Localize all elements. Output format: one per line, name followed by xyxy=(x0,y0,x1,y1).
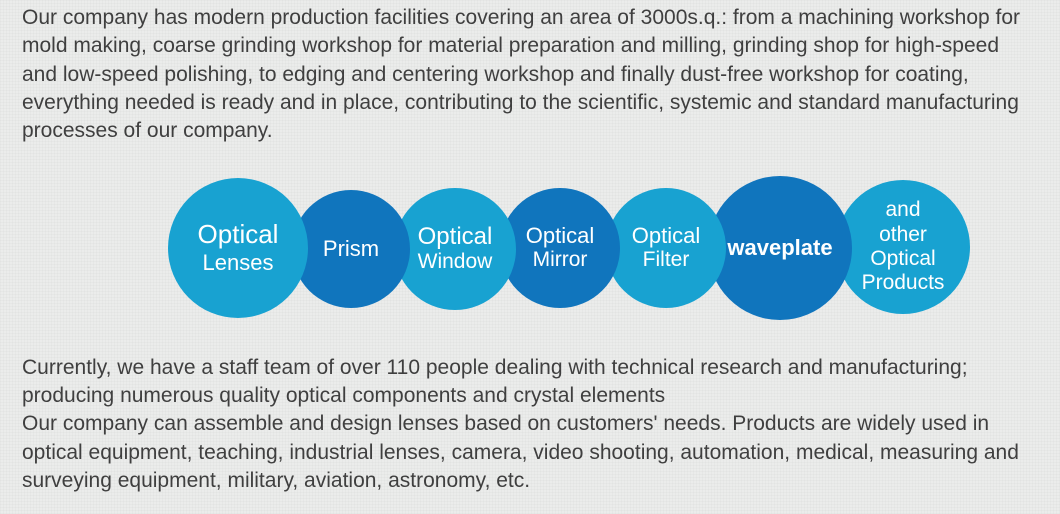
product-circle-5: waveplate xyxy=(708,176,852,320)
circle-label-line1: Prism xyxy=(323,236,379,261)
product-circle-3: OpticalMirror xyxy=(500,188,620,308)
product-circle-0: OpticalLenses xyxy=(168,178,308,318)
circle-label-line1: Optical xyxy=(526,223,594,248)
circle-label-line2: Lenses xyxy=(203,250,274,275)
product-circle-6: andotherOpticalProducts xyxy=(836,180,970,314)
circle-label-line2: Filter xyxy=(643,248,690,272)
circle-label-line2: Mirror xyxy=(533,248,588,272)
circle-label-line: Optical xyxy=(870,247,935,271)
circle-label-line: other xyxy=(879,223,927,247)
circle-label-line1: Optical xyxy=(418,223,493,251)
intro-paragraph: Our company has modern production facili… xyxy=(0,0,1060,146)
circle-label-line: and xyxy=(885,198,920,222)
product-circle-1: Prism xyxy=(292,190,410,308)
circle-label-line1: Optical xyxy=(198,220,279,250)
closing-paragraph: Currently, we have a staff team of over … xyxy=(0,336,1060,496)
product-circle-4: OpticalFilter xyxy=(606,188,726,308)
product-circle-2: OpticalWindow xyxy=(394,188,516,310)
circle-label-line1: Optical xyxy=(632,223,700,248)
circle-label-line2: Window xyxy=(418,250,493,274)
circle-label-line: Products xyxy=(862,271,945,295)
product-circles-row: OpticalLensesPrismOpticalWindowOpticalMi… xyxy=(168,166,1048,336)
circle-label-line1: waveplate xyxy=(727,235,832,260)
